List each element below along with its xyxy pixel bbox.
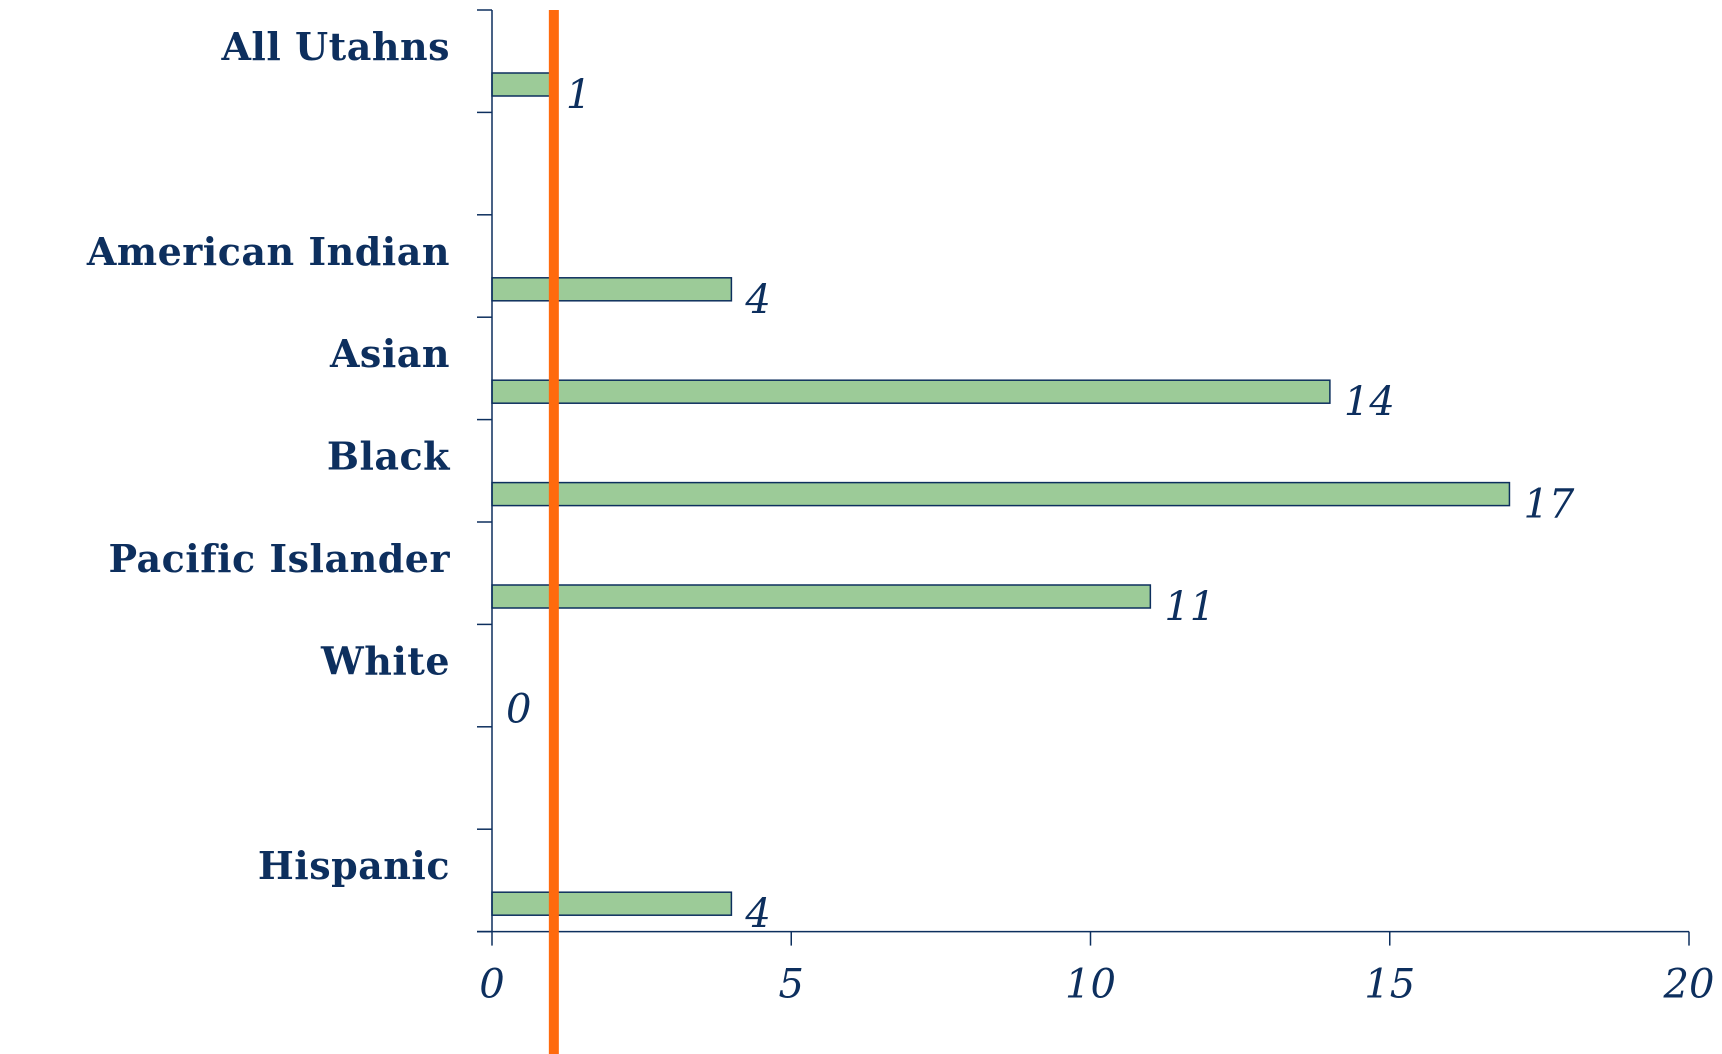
bar bbox=[491, 481, 1511, 507]
x-tick-label: 10 bbox=[1065, 962, 1116, 1008]
bars-layer bbox=[491, 72, 1511, 916]
category-label: White bbox=[320, 638, 450, 683]
category-label: Hispanic bbox=[258, 843, 450, 888]
category-label: All Utahns bbox=[220, 24, 450, 69]
category-label: Pacific Islander bbox=[108, 536, 450, 581]
category-label: American Indian bbox=[86, 229, 450, 274]
x-tick-label: 0 bbox=[479, 962, 504, 1008]
data-label: 1 bbox=[566, 72, 591, 118]
data-label: 4 bbox=[744, 891, 770, 937]
x-tick-label: 15 bbox=[1364, 962, 1415, 1008]
axes-layer: 0 5 10 15 20 bbox=[477, 9, 1715, 1008]
data-label: 11 bbox=[1164, 584, 1215, 630]
bar bbox=[491, 379, 1331, 404]
category-label: Black bbox=[327, 434, 450, 479]
bar bbox=[491, 891, 733, 916]
data-label: 14 bbox=[1344, 379, 1395, 425]
data-label: 0 bbox=[506, 686, 531, 732]
data-label: 17 bbox=[1523, 482, 1574, 528]
labels-layer: All Utahns 1 American Indian 4 Asian 14 Black 1… bbox=[86, 24, 1575, 937]
bar bbox=[491, 584, 1152, 609]
bar bbox=[491, 277, 733, 302]
data-label: 4 bbox=[744, 277, 770, 323]
category-label: Asian bbox=[329, 331, 450, 376]
x-tick-label: 20 bbox=[1663, 962, 1715, 1008]
x-tick-label: 5 bbox=[779, 962, 804, 1008]
bar bbox=[491, 72, 553, 97]
